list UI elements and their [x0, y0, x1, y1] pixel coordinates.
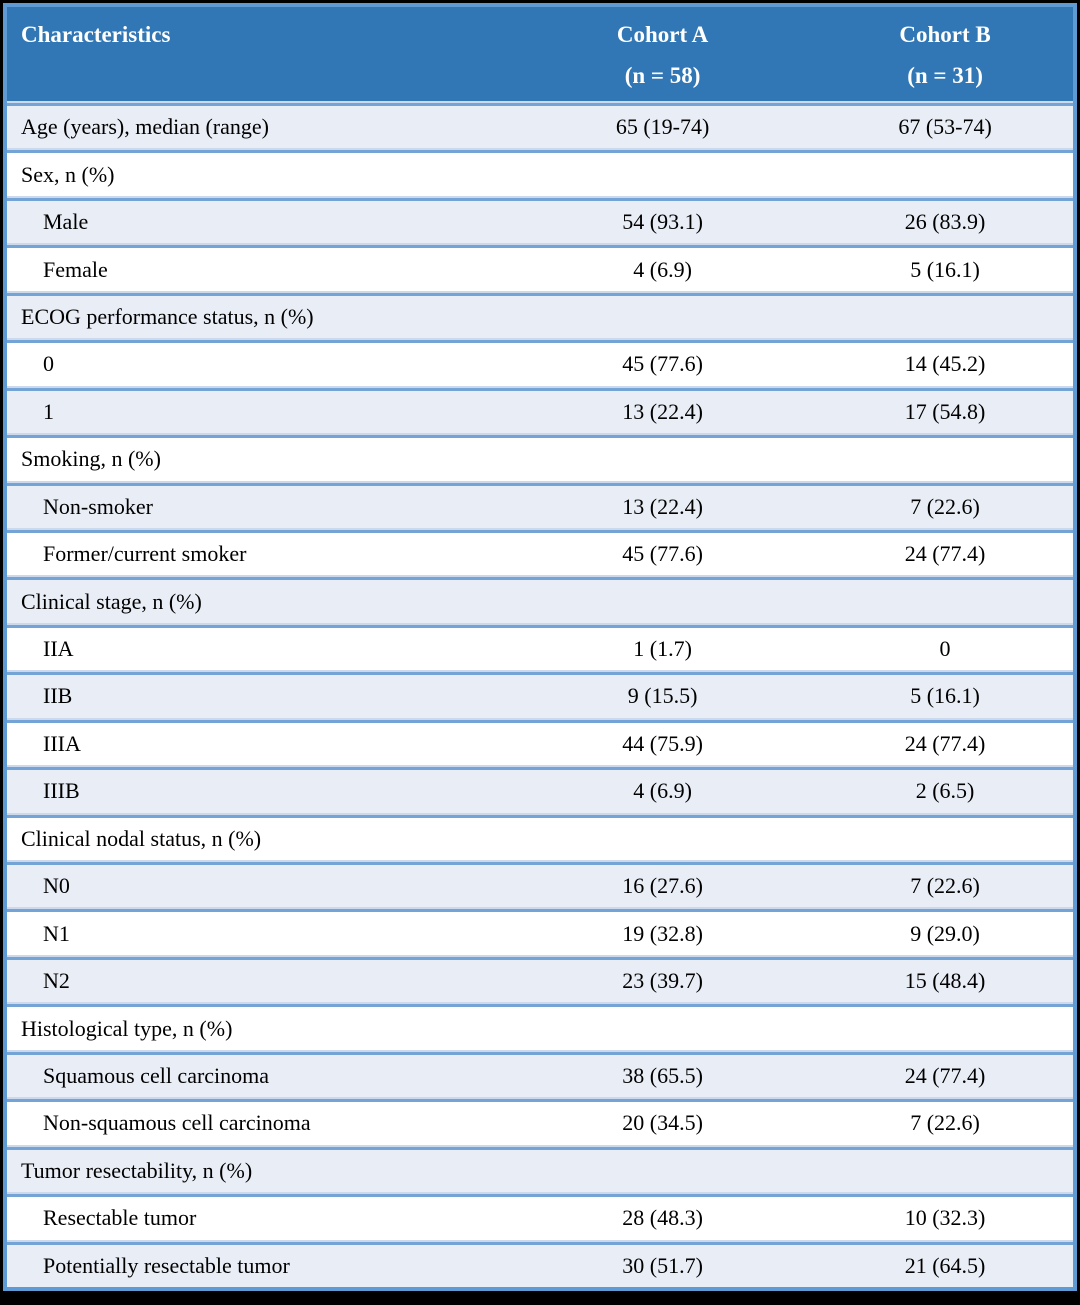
- row-label: 1: [43, 398, 54, 424]
- characteristics-table: Characteristics Cohort A (n = 58) Cohort…: [3, 3, 1077, 1291]
- table-row: Clinical stage, n (%): [7, 577, 1073, 625]
- cohort-a-value: 4 (6.9): [633, 778, 692, 804]
- table-row: IIIA 44 (75.9) 24 (77.4): [7, 719, 1073, 768]
- cohort-a-value: 23 (39.7): [622, 968, 703, 994]
- cohort-b-value: 67 (53-74): [898, 114, 992, 140]
- cohort-b-value: 17 (54.8): [904, 398, 986, 424]
- row-label: Squamous cell carcinoma: [43, 1062, 270, 1088]
- table-row: Male 54 (93.1) 26 (83.9): [7, 197, 1073, 246]
- cohort-b-value: 10 (32.3): [904, 1205, 986, 1231]
- cohort-a-value: 20 (34.5): [622, 1110, 703, 1136]
- table-body: Age (years), median (range) 65 (19-74) 6…: [7, 103, 1073, 1287]
- table-row: Female 4 (6.9) 5 (16.1): [7, 245, 1073, 293]
- cohort-a-value: 45 (77.6): [622, 351, 703, 377]
- row-label: IIA: [43, 636, 74, 662]
- table-row: Histological type, n (%): [7, 1004, 1073, 1052]
- table-row: IIIB 4 (6.9) 2 (6.5): [7, 767, 1073, 815]
- cohort-b-value: 9 (29.0): [910, 920, 980, 946]
- header-cohort-b-name: Cohort B: [899, 22, 991, 47]
- row-label: Tumor resectability, n (%): [21, 1157, 253, 1183]
- cohort-a-value: 65 (19-74): [615, 114, 710, 140]
- cohort-a-value: 13 (22.4): [622, 398, 703, 424]
- row-label: Smoking, n (%): [21, 446, 161, 472]
- table-row: 1 13 (22.4) 17 (54.8): [7, 387, 1073, 436]
- table-row: Sex, n (%): [7, 150, 1073, 198]
- row-label: N0: [43, 873, 70, 899]
- cohort-b-value: 14 (45.2): [904, 351, 986, 377]
- table-row: IIA 1 (1.7) 0: [7, 624, 1073, 673]
- table-row: Smoking, n (%): [7, 435, 1073, 483]
- cohort-b-value: 2 (6.5): [915, 778, 975, 804]
- cohort-b-value: 26 (83.9): [904, 209, 986, 235]
- cohort-b-value: 5 (16.1): [910, 683, 980, 709]
- header-characteristics: Characteristics: [7, 7, 508, 101]
- row-label: IIB: [43, 683, 73, 709]
- header-cohort-b: Cohort B (n = 31): [817, 7, 1073, 101]
- table-row: Non-squamous cell carcinoma 20 (34.5) 7 …: [7, 1099, 1073, 1147]
- header-cohort-a-n: (n = 58): [624, 63, 701, 88]
- cohort-a-value: 9 (15.5): [627, 683, 698, 709]
- table-row: Non-smoker 13 (22.4) 7 (22.6): [7, 482, 1073, 530]
- table-row: N2 23 (39.7) 15 (48.4): [7, 956, 1073, 1005]
- cohort-a-value: 44 (75.9): [622, 730, 703, 756]
- row-label: Female: [43, 256, 108, 282]
- row-label: IIIA: [43, 730, 81, 756]
- table-row: Age (years), median (range) 65 (19-74) 6…: [7, 103, 1073, 151]
- cohort-a-value: 45 (77.6): [622, 541, 703, 567]
- row-label: Potentially resectable tumor: [43, 1252, 290, 1278]
- cohort-b-value: 7 (22.6): [910, 873, 980, 899]
- cohort-a-value: 13 (22.4): [622, 493, 703, 519]
- table-row: N1 19 (32.8) 9 (29.0): [7, 909, 1073, 957]
- row-label: Non-smoker: [43, 493, 153, 519]
- header-characteristics-label: Characteristics: [21, 22, 171, 47]
- row-label: Clinical stage, n (%): [21, 588, 202, 614]
- row-label: Former/current smoker: [43, 541, 247, 567]
- row-label: Histological type, n (%): [21, 1015, 233, 1041]
- row-label: Age (years), median (range): [21, 114, 269, 140]
- table-row: Tumor resectability, n (%): [7, 1146, 1073, 1195]
- cohort-b-value: 7 (22.6): [910, 1110, 980, 1136]
- row-label: Male: [43, 209, 89, 235]
- row-label: IIIB: [43, 778, 80, 804]
- cohort-a-value: 4 (6.9): [633, 256, 692, 282]
- cohort-b-value: 7 (22.6): [910, 493, 980, 519]
- cohort-a-value: 38 (65.5): [622, 1062, 703, 1088]
- table-row: 0 45 (77.6) 14 (45.2): [7, 340, 1073, 388]
- cohort-b-value: 15 (48.4): [904, 968, 986, 994]
- cohort-a-value: 19 (32.8): [622, 920, 703, 946]
- header-cohort-a: Cohort A (n = 58): [508, 7, 817, 101]
- header-cohort-a-name: Cohort A: [616, 22, 709, 47]
- cohort-b-value: 24 (77.4): [904, 730, 986, 756]
- cohort-a-value: 28 (48.3): [622, 1205, 703, 1231]
- cohort-b-value: 24 (77.4): [904, 541, 986, 567]
- table-row: N0 16 (27.6) 7 (22.6): [7, 862, 1073, 910]
- table-row: Resectable tumor 28 (48.3) 10 (32.3): [7, 1194, 1073, 1242]
- table-header-row: Characteristics Cohort A (n = 58) Cohort…: [7, 7, 1073, 103]
- table-row: IIB 9 (15.5) 5 (16.1): [7, 672, 1073, 720]
- row-label: Clinical nodal status, n (%): [21, 825, 262, 851]
- header-cohort-b-n: (n = 31): [907, 63, 983, 88]
- cohort-a-value: 30 (51.7): [622, 1252, 703, 1278]
- table-row: Potentially resectable tumor 30 (51.7) 2…: [7, 1241, 1073, 1287]
- cohort-a-value: 16 (27.6): [622, 873, 703, 899]
- table-row: Squamous cell carcinoma 38 (65.5) 24 (77…: [7, 1051, 1073, 1100]
- table-row: ECOG performance status, n (%): [7, 292, 1073, 341]
- cohort-b-value: 5 (16.1): [910, 256, 980, 282]
- row-label: N2: [43, 968, 70, 994]
- cohort-a-value: 54 (93.1): [622, 209, 703, 235]
- cohort-b-value: 21 (64.5): [904, 1252, 986, 1278]
- row-label: N1: [43, 920, 70, 946]
- table-row: Former/current smoker 45 (77.6) 24 (77.4…: [7, 529, 1073, 578]
- cohort-b-value: 0: [939, 636, 951, 662]
- row-label: ECOG performance status, n (%): [21, 303, 314, 329]
- cohort-a-value: 1 (1.7): [633, 636, 692, 662]
- cohort-b-value: 24 (77.4): [904, 1062, 986, 1088]
- row-label: Sex, n (%): [21, 161, 115, 187]
- row-label: Resectable tumor: [43, 1205, 197, 1231]
- row-label: 0: [43, 351, 54, 377]
- table-row: Clinical nodal status, n (%): [7, 814, 1073, 862]
- row-label: Non-squamous cell carcinoma: [43, 1110, 311, 1136]
